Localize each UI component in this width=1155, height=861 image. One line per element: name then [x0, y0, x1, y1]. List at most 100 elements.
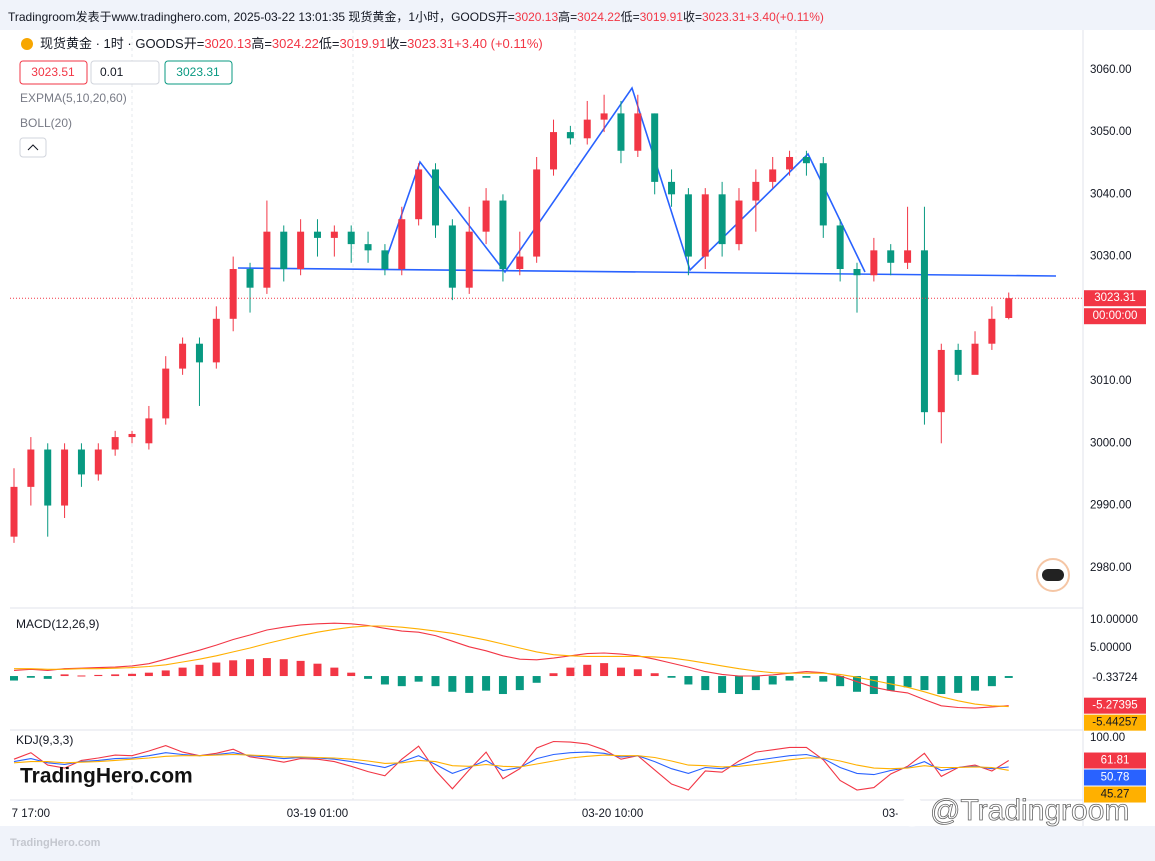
kdj-badge: 50.78 — [1101, 772, 1130, 784]
macd-bar — [482, 676, 491, 691]
kdj-badge: 45.27 — [1101, 789, 1130, 801]
last-price-badge: 3023.31 — [1094, 292, 1136, 304]
macd-bar — [111, 674, 120, 677]
buy-price: 3023.31 — [176, 65, 220, 79]
macd-bar — [718, 676, 727, 693]
macd-bar — [633, 669, 642, 677]
macd-badge-bg — [1084, 669, 1146, 686]
legend-field-label: 收= — [387, 36, 408, 51]
candle-body — [735, 200, 743, 245]
candle-body — [988, 318, 996, 344]
macd-bar — [279, 659, 288, 677]
footer-bar — [0, 826, 1155, 861]
macd-bar — [465, 676, 474, 693]
macd-bar — [819, 676, 828, 682]
macd-bar — [246, 659, 255, 677]
candle-body — [499, 200, 507, 270]
candle-body — [415, 169, 423, 220]
candle-body — [617, 113, 625, 151]
candle-body — [836, 225, 844, 270]
candle-body — [313, 231, 321, 238]
y-tick-label: 5.00000 — [1090, 642, 1132, 654]
macd-bar — [684, 676, 693, 685]
kdj-badge-bg — [1084, 752, 1146, 769]
last-price-badge-bg — [1084, 290, 1146, 307]
macd-bar — [195, 664, 204, 677]
macd-bar — [380, 676, 389, 685]
data-layer: 2980.002990.003000.003010.003020.003030.… — [10, 64, 1146, 820]
y-tick-label: 100.00 — [1090, 732, 1125, 744]
trend-drawings — [237, 86, 1057, 277]
header-field-value: 3019.91 — [640, 10, 684, 24]
macd-bar — [802, 676, 811, 678]
header-field-label: 收= — [683, 10, 702, 24]
macd-bar — [296, 660, 305, 677]
candle-body — [937, 349, 945, 413]
candle-body — [887, 250, 895, 263]
macd-bar — [701, 676, 710, 691]
macd-bar — [600, 663, 609, 677]
macd-bar — [667, 676, 676, 678]
macd-bar — [313, 663, 322, 677]
candle-body — [769, 169, 777, 182]
legend-row: 现货黄金 · 1时 · GOODS开=3020.13高=3024.22低=301… — [40, 36, 543, 51]
candle-body — [381, 250, 389, 270]
legend-field-value: 3023.31 — [407, 36, 454, 51]
candle-body — [195, 343, 203, 363]
indicator-line — [13, 751, 1009, 776]
macd-bar — [869, 676, 878, 695]
header-field-value: 3023.31 — [702, 10, 746, 24]
macd-bar — [734, 676, 743, 695]
candle-body — [752, 181, 760, 201]
candle-body — [465, 231, 473, 288]
candle-body — [819, 163, 827, 226]
header-bar — [0, 0, 1155, 30]
buy-box[interactable] — [164, 60, 233, 85]
y-tick-label: 3000.00 — [1090, 437, 1132, 449]
macd-bar — [954, 676, 963, 693]
macd-bar — [751, 676, 760, 691]
macd-bar — [77, 675, 86, 677]
spread-box[interactable] — [90, 60, 160, 85]
macd-bar — [178, 667, 187, 677]
candle-body — [550, 132, 558, 170]
macd-bar — [397, 676, 406, 687]
candle-body — [701, 194, 709, 257]
candle-body — [448, 225, 456, 288]
candle-body — [145, 418, 153, 444]
macd-bar — [583, 664, 592, 677]
pane-title: KDJ(9,3,3) — [16, 733, 73, 747]
header-text: Tradingroom发表于www.tradinghero.com, 2025-… — [8, 9, 824, 24]
header-field-label: 低= — [621, 10, 640, 24]
x-tick-label: 03- — [882, 808, 899, 820]
candle-body — [904, 250, 912, 263]
zigzag-line — [382, 86, 866, 274]
neckline — [237, 267, 1057, 277]
macd-bar — [1004, 676, 1013, 678]
macd-bar — [853, 676, 861, 692]
macd-bar — [532, 676, 541, 683]
candle-body — [482, 200, 490, 232]
candle-body — [246, 269, 254, 288]
macd-badge-bg — [1084, 714, 1146, 731]
macd-bar — [431, 676, 440, 687]
x-tick-label: 03-20 10:00 — [582, 808, 643, 820]
legend-field-value: 3019.91 — [340, 36, 387, 51]
macd-bar — [920, 676, 929, 691]
candle-body — [364, 244, 372, 251]
kdj-badge-bg — [1084, 786, 1146, 803]
header-change: +3.40(+0.11%) — [745, 10, 824, 24]
assistant-face — [1042, 569, 1064, 581]
footer-logo: TradingHero.com — [10, 837, 101, 849]
kdj-badge-bg — [1084, 769, 1146, 786]
sell-box[interactable] — [19, 60, 88, 85]
candle-body — [10, 486, 18, 537]
y-tick-label: 3040.00 — [1090, 188, 1132, 200]
candle-body — [718, 194, 726, 245]
macd-bar — [229, 660, 238, 677]
macd-bar — [448, 676, 457, 692]
candle-body — [802, 156, 810, 164]
macd-bar — [785, 676, 794, 681]
collapse-button[interactable] — [19, 137, 47, 158]
